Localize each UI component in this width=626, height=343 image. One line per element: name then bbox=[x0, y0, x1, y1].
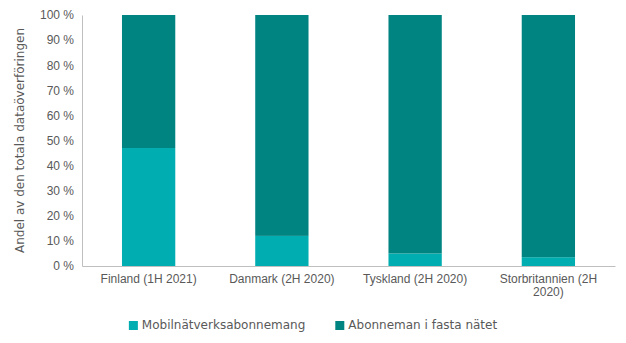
axis-line bbox=[83, 266, 616, 267]
x-axis: Finland (1H 2021) Danmark (2H 2020) Tyskla… bbox=[83, 266, 616, 299]
tick: Storbritannien (2H2020) bbox=[500, 266, 597, 299]
tick: Finland (1H 2021) bbox=[101, 266, 197, 286]
tick-label: 90 % bbox=[47, 33, 75, 47]
bar bbox=[522, 15, 575, 257]
tick: Tyskland (2H 2020) bbox=[363, 266, 467, 286]
tick-label: 50 % bbox=[47, 134, 75, 148]
tick-label: Danmark (2H 2020) bbox=[229, 272, 334, 286]
tick: 100 % bbox=[40, 8, 82, 22]
bar bbox=[388, 253, 441, 266]
y-axis: 0 % 10 % 20 % 30 % 40 % 50 % 60 % 70 % 80 % 90 % 1… bbox=[40, 8, 83, 273]
tick-label: Finland (1H 2021) bbox=[101, 272, 197, 286]
bar bbox=[255, 15, 308, 236]
tick: 50 % bbox=[47, 134, 82, 148]
bar bbox=[388, 15, 441, 253]
legend-label: Abonneman i fasta nätet bbox=[348, 318, 497, 332]
series bbox=[122, 148, 575, 266]
tick-label: Storbritannien (2H2020) bbox=[500, 272, 597, 300]
tick-label: 10 % bbox=[47, 234, 75, 248]
legend-label: Mobilnätverksabonnemang bbox=[142, 318, 305, 332]
tick: Danmark (2H 2020) bbox=[229, 266, 334, 286]
axis-title: Andel av den totala dataöverföringen bbox=[13, 28, 27, 253]
bar bbox=[522, 257, 575, 266]
bars bbox=[122, 15, 575, 266]
tick: 70 % bbox=[47, 84, 82, 98]
tick: 90 % bbox=[47, 33, 82, 47]
tick: 40 % bbox=[47, 159, 82, 173]
tick-label: 0 % bbox=[53, 259, 74, 273]
chart: 0 % 10 % 20 % 30 % 40 % 50 % 60 % 70 % 80 % 90 % 1… bbox=[0, 0, 626, 343]
tick: 80 % bbox=[47, 59, 82, 73]
series bbox=[122, 15, 575, 257]
tick-label: 70 % bbox=[47, 84, 75, 98]
bar bbox=[255, 236, 308, 266]
tick: 20 % bbox=[47, 209, 82, 223]
bar bbox=[122, 15, 175, 148]
bar bbox=[122, 148, 175, 266]
tick: 10 % bbox=[47, 234, 82, 248]
tick-label: 60 % bbox=[47, 109, 75, 123]
tick-label: 80 % bbox=[47, 59, 75, 73]
tick-label: 40 % bbox=[47, 159, 75, 173]
axis-line bbox=[82, 16, 83, 267]
tick: 30 % bbox=[47, 184, 82, 198]
tick: 0 % bbox=[53, 259, 82, 273]
tick-label: Tyskland (2H 2020) bbox=[363, 272, 467, 286]
tick-label: 100 % bbox=[40, 8, 74, 22]
tick-label: 20 % bbox=[47, 209, 75, 223]
tick: 60 % bbox=[47, 109, 82, 123]
legend: Mobilnätverksabonnemang Abonneman i fasta… bbox=[129, 318, 498, 332]
legend-swatch bbox=[335, 321, 344, 330]
tick-label: 30 % bbox=[47, 184, 75, 198]
legend-swatch bbox=[129, 321, 138, 330]
legend-item: Mobilnätverksabonnemang bbox=[129, 318, 305, 332]
legend-item: Abonneman i fasta nätet bbox=[335, 318, 497, 332]
plot: 0 % 10 % 20 % 30 % 40 % 50 % 60 % 70 % 80 % 90 % 1… bbox=[40, 8, 616, 299]
